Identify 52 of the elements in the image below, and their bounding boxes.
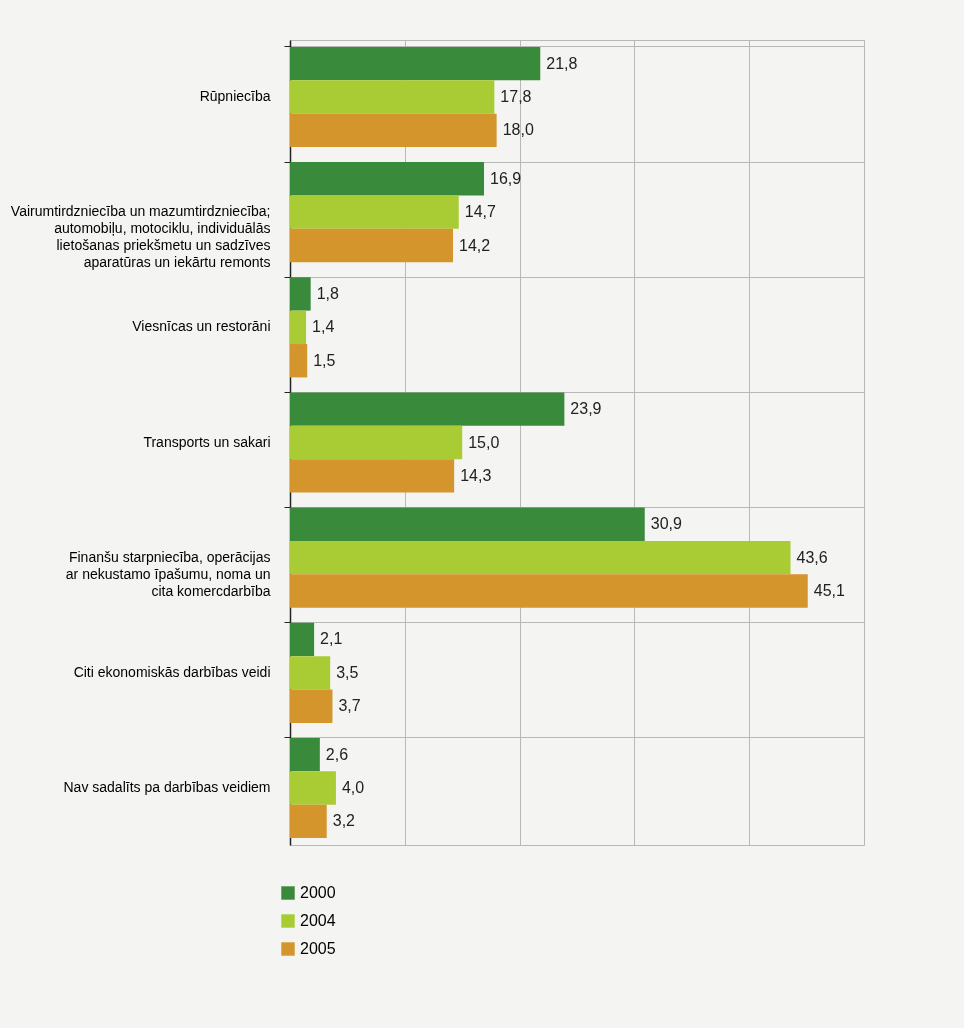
data-label: 16,9 <box>490 169 522 187</box>
data-label: 2,6 <box>325 745 349 763</box>
legend-label: 2004 <box>300 912 336 929</box>
y-tick-label: Finanšu starpniecība, operācijas ar nekustamo īpašumu, noma un cita komercdarbība <box>65 548 271 599</box>
data-label: 4,0 <box>341 778 365 796</box>
bar <box>290 656 331 690</box>
bar <box>290 459 455 493</box>
bar <box>290 46 541 81</box>
bar <box>290 804 327 839</box>
data-label: 30,9 <box>650 515 682 533</box>
bar <box>290 344 308 378</box>
y-tick-label: Rūpniecība <box>199 88 271 105</box>
y-tick-label: Nav sadalīts pa darbības veidiem <box>63 778 271 795</box>
data-label: 3,2 <box>332 812 356 830</box>
bar <box>290 80 495 114</box>
bar <box>290 574 808 608</box>
data-label: 14,3 <box>460 466 492 484</box>
data-label: 18,0 <box>502 121 534 139</box>
bar <box>290 507 645 541</box>
bar <box>290 737 320 772</box>
bar <box>290 425 463 460</box>
bar <box>290 310 307 345</box>
bar <box>290 771 336 805</box>
data-label: 14,2 <box>459 236 491 254</box>
data-label: 17,8 <box>500 88 532 106</box>
bar <box>290 689 333 723</box>
data-label: 14,7 <box>464 203 496 221</box>
legend-label: 2000 <box>300 884 336 901</box>
data-label: 1,4 <box>312 318 335 336</box>
data-label: 3,7 <box>338 697 361 715</box>
y-tick-label: Citi ekonomiskās darbības veidi <box>73 663 271 680</box>
legend-label: 2005 <box>300 940 336 957</box>
data-label: 1,5 <box>313 351 336 369</box>
data-label: 15,0 <box>468 433 500 451</box>
y-tick-label: Transports un sakari <box>143 433 271 450</box>
bar <box>290 622 315 657</box>
bar <box>290 392 565 426</box>
data-label: 43,6 <box>796 548 828 566</box>
bar <box>290 162 485 196</box>
data-label: 1,8 <box>316 284 340 302</box>
y-tick-label: Vairumtirdzniecība un mazumtirdzniecība; automobiļu, motociklu, individuālās lietošanas priekšmetu un sadzīves aparatūras un iekārtu remonts <box>10 203 271 271</box>
bar <box>290 277 311 311</box>
data-label: 2,1 <box>320 630 343 648</box>
data-label: 23,9 <box>570 400 602 418</box>
data-label: 3,5 <box>336 663 359 681</box>
data-label: 45,1 <box>813 582 845 600</box>
bar <box>290 195 459 229</box>
bar <box>290 113 497 148</box>
data-label: 21,8 <box>546 54 578 72</box>
bar <box>290 540 791 575</box>
bar <box>290 228 454 263</box>
y-tick-label: Viesnīcas un restorāni <box>132 318 271 335</box>
